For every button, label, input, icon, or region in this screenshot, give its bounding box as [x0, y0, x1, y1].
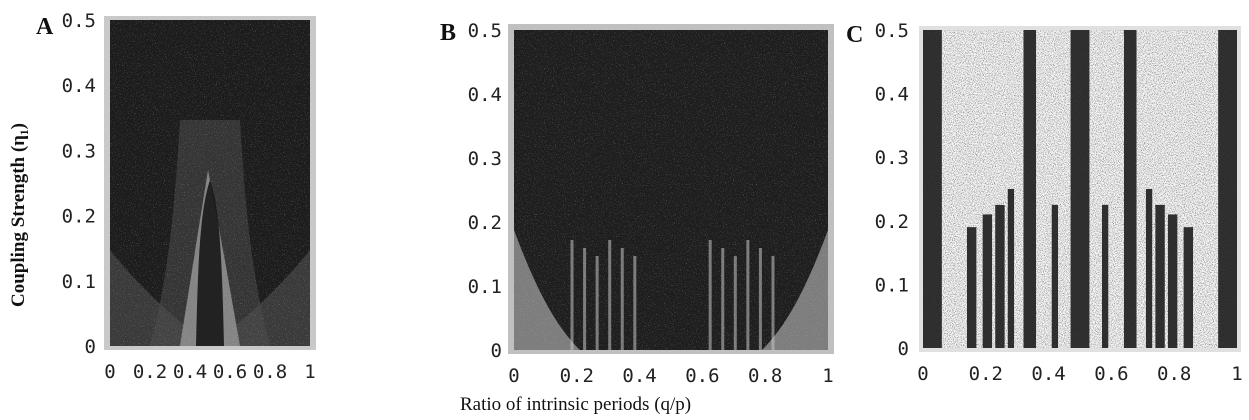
panel-a-x-tick-0: 0: [104, 361, 115, 383]
panel-b-stripes: [570, 240, 775, 350]
panel-a-x-tick-1: 0.2: [133, 361, 167, 383]
panel-a-x-tick-4: 0.8: [253, 361, 287, 383]
panel-c-bar: [1123, 30, 1137, 348]
panel-b-y-tick-5: 0.5: [468, 20, 502, 42]
panel-b-x-tick-3: 0.6: [685, 365, 719, 387]
panel-b-y-tick-0: 0: [491, 340, 502, 362]
panel-b-x-tick-0: 0: [508, 365, 519, 387]
panel-a-y-tick-2: 0.2: [62, 206, 96, 228]
panel-c-bar: [1007, 189, 1015, 348]
panel-b-stripe: [595, 256, 599, 350]
panel-c-bar: [1101, 204, 1109, 348]
panel-b-stripe: [733, 256, 737, 350]
panel-c-bar: [982, 214, 993, 348]
panel-c-x-tick-2: 0.4: [1031, 363, 1065, 385]
panel-c-y-tick-4: 0.4: [875, 84, 909, 106]
panel-c-bars: [923, 30, 1237, 348]
panel-b-stripe: [620, 248, 624, 350]
panel-b-stripe: [746, 240, 750, 350]
panel-b-letter: B: [440, 20, 456, 46]
panel-c-x-tick-3: 0.6: [1094, 363, 1128, 385]
panel-a-central-dark: [196, 180, 224, 346]
panel-c-bar: [1070, 30, 1090, 348]
panel-a-y-tick-1: 0.1: [62, 271, 96, 293]
panel-c-y-tick-5: 0.5: [875, 20, 909, 42]
panel-c-bar: [1183, 227, 1194, 348]
panel-a-x-tick-2: 0.4: [173, 361, 207, 383]
panel-b: [508, 24, 834, 354]
panel-c-bar: [1023, 30, 1037, 348]
panel-b-stripe: [583, 248, 587, 350]
panel-c-x-tick-4: 0.8: [1157, 363, 1191, 385]
panel-b-stripe: [608, 240, 612, 350]
panel-b-stripe: [721, 248, 725, 350]
panel-b-texture: [514, 30, 828, 350]
panel-b-y-tick-1: 0.1: [468, 276, 502, 298]
panel-a-y-tick-4: 0.4: [62, 75, 96, 97]
panel-b-x-tick-5: 1: [822, 365, 833, 387]
panel-c-bar: [923, 30, 942, 348]
panel-c-y-tick-3: 0.3: [875, 147, 909, 169]
panel-b-stripe: [708, 240, 712, 350]
panel-b-x-tick-1: 0.2: [560, 365, 594, 387]
panel-c: [919, 26, 1241, 352]
panel-c-bar: [1145, 189, 1153, 348]
panel-c-bar: [1218, 30, 1237, 348]
panel-b-stripe: [633, 256, 637, 350]
x-axis-label: Ratio of intrinsic periods (q/p): [460, 394, 692, 415]
panel-c-bar: [966, 227, 977, 348]
panel-c-y-tick-0: 0: [898, 338, 909, 360]
panel-b-stripe: [771, 256, 775, 350]
panel-c-bar: [1155, 204, 1165, 348]
panel-c-bar: [1051, 204, 1059, 348]
panel-a-x-tick-3: 0.6: [213, 361, 247, 383]
panel-a-y-tick-0: 0: [85, 336, 96, 358]
panel-a-y-tick-3: 0.3: [62, 140, 96, 162]
panel-c-y-tick-1: 0.1: [875, 274, 909, 296]
panel-b-y-tick-3: 0.3: [468, 148, 502, 170]
panel-a-y-tick-5: 0.5: [62, 10, 96, 32]
panel-c-bar: [995, 204, 1005, 348]
panel-c-x-tick-5: 1: [1231, 363, 1242, 385]
panel-c-bar: [1167, 214, 1178, 348]
panel-c-x-tick-1: 0.2: [969, 363, 1003, 385]
panel-a-letter: A: [36, 14, 54, 40]
panel-c-letter: C: [846, 22, 863, 48]
panel-b-y-tick-4: 0.4: [468, 84, 502, 106]
panel-b-stripe: [758, 248, 762, 350]
panel-c-y-tick-2: 0.2: [875, 211, 909, 233]
panel-b-x-tick-4: 0.8: [748, 365, 782, 387]
panel-b-y-tick-2: 0.2: [468, 212, 502, 234]
panel-b-stripe: [570, 240, 574, 350]
panel-a-x-tick-5: 1: [304, 361, 315, 383]
panel-b-x-tick-2: 0.4: [622, 365, 656, 387]
panel-a: [104, 16, 316, 350]
panel-c-x-tick-0: 0: [917, 363, 928, 385]
